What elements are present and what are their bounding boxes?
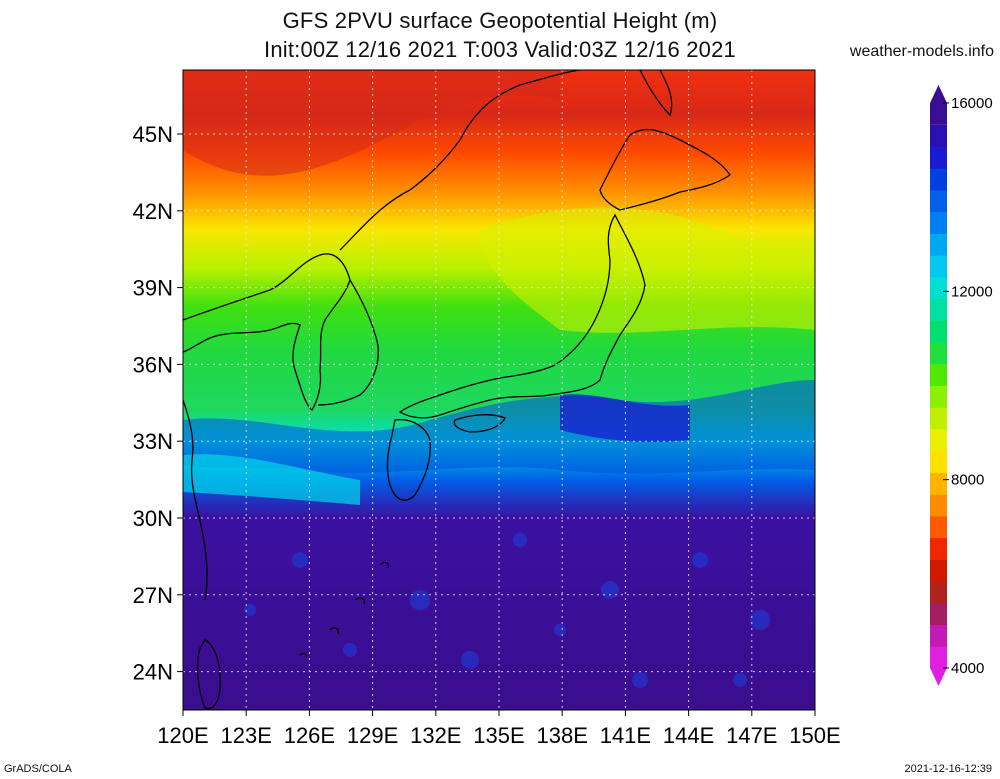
map-title: GFS 2PVU surface Geopotential Height (m) bbox=[282, 8, 718, 33]
colorbar-segment bbox=[930, 276, 947, 300]
lon-label: 147E bbox=[726, 723, 777, 748]
height-field bbox=[183, 70, 815, 710]
colorbar-segment bbox=[930, 428, 947, 452]
colorbar-segment bbox=[930, 581, 947, 604]
colorbar-label: 4000 bbox=[951, 660, 984, 677]
render-timestamp: 2021-12-16-12:39 bbox=[904, 763, 992, 775]
colorbar-segment bbox=[930, 450, 947, 473]
colorbar-segment bbox=[930, 472, 947, 495]
lon-label: 144E bbox=[663, 723, 714, 748]
colorbar-segment bbox=[930, 407, 947, 430]
colorbar-segment bbox=[930, 168, 947, 191]
lon-label: 138E bbox=[537, 723, 588, 748]
colorbar-segment bbox=[930, 255, 947, 278]
graticule bbox=[183, 70, 815, 710]
lat-label: 33N bbox=[133, 429, 173, 454]
colorbar-segment bbox=[930, 646, 947, 686]
colorbar-segment bbox=[930, 602, 947, 626]
lon-label: 129E bbox=[347, 723, 398, 748]
lat-label: 36N bbox=[133, 352, 173, 377]
lat-label: 45N bbox=[133, 122, 173, 147]
colorbar-segment bbox=[930, 146, 947, 169]
lon-label: 150E bbox=[789, 723, 840, 748]
colorbar-segment bbox=[930, 342, 947, 365]
colorbar-segment bbox=[930, 494, 947, 517]
colorbar-segment bbox=[930, 189, 947, 213]
colorbar-segment bbox=[930, 233, 947, 256]
lat-label: 27N bbox=[133, 583, 173, 608]
source-credit: weather-models.info bbox=[849, 43, 994, 60]
colorbar-segment bbox=[930, 385, 947, 408]
lat-label: 24N bbox=[133, 660, 173, 685]
colorbar-label: 12000 bbox=[951, 283, 993, 300]
lon-label: 132E bbox=[410, 723, 461, 748]
colorbar-segment bbox=[930, 124, 947, 147]
lat-label: 30N bbox=[133, 506, 173, 531]
lat-label: 42N bbox=[133, 199, 173, 224]
colorbar-segment bbox=[930, 320, 947, 343]
colorbar-segment bbox=[930, 85, 947, 125]
colorbar-segment bbox=[930, 559, 947, 582]
lon-label: 120E bbox=[157, 723, 208, 748]
colorbar-segment bbox=[930, 363, 947, 386]
lon-label: 141E bbox=[600, 723, 651, 748]
lat-label: 39N bbox=[133, 276, 173, 301]
colorbar-segment bbox=[930, 515, 947, 539]
colorbar-segment bbox=[930, 537, 947, 560]
coastlines bbox=[183, 70, 731, 710]
latitude-labels: 45N 42N 39N 36N 33N 30N 27N 24N bbox=[133, 122, 183, 685]
lon-label: 126E bbox=[284, 723, 335, 748]
colorbar-label: 16000 bbox=[951, 95, 993, 112]
colorbar: 16000 12000 8000 4000 bbox=[930, 85, 993, 686]
lon-label: 135E bbox=[473, 723, 524, 748]
longitude-labels: 120E 123E 126E 129E 132E 135E 138E 141E 144E 147E… bbox=[157, 710, 841, 748]
colorbar-segment bbox=[930, 624, 947, 647]
colorbar-segment bbox=[930, 211, 947, 234]
map-subtitle: Init:00Z 12/16 2021 T:003 Valid:03Z 12/1… bbox=[264, 37, 736, 62]
colorbar-segment bbox=[930, 298, 947, 321]
software-credit: GrADS/COLA bbox=[4, 763, 72, 775]
lon-label: 123E bbox=[221, 723, 272, 748]
colorbar-label: 8000 bbox=[951, 472, 984, 489]
